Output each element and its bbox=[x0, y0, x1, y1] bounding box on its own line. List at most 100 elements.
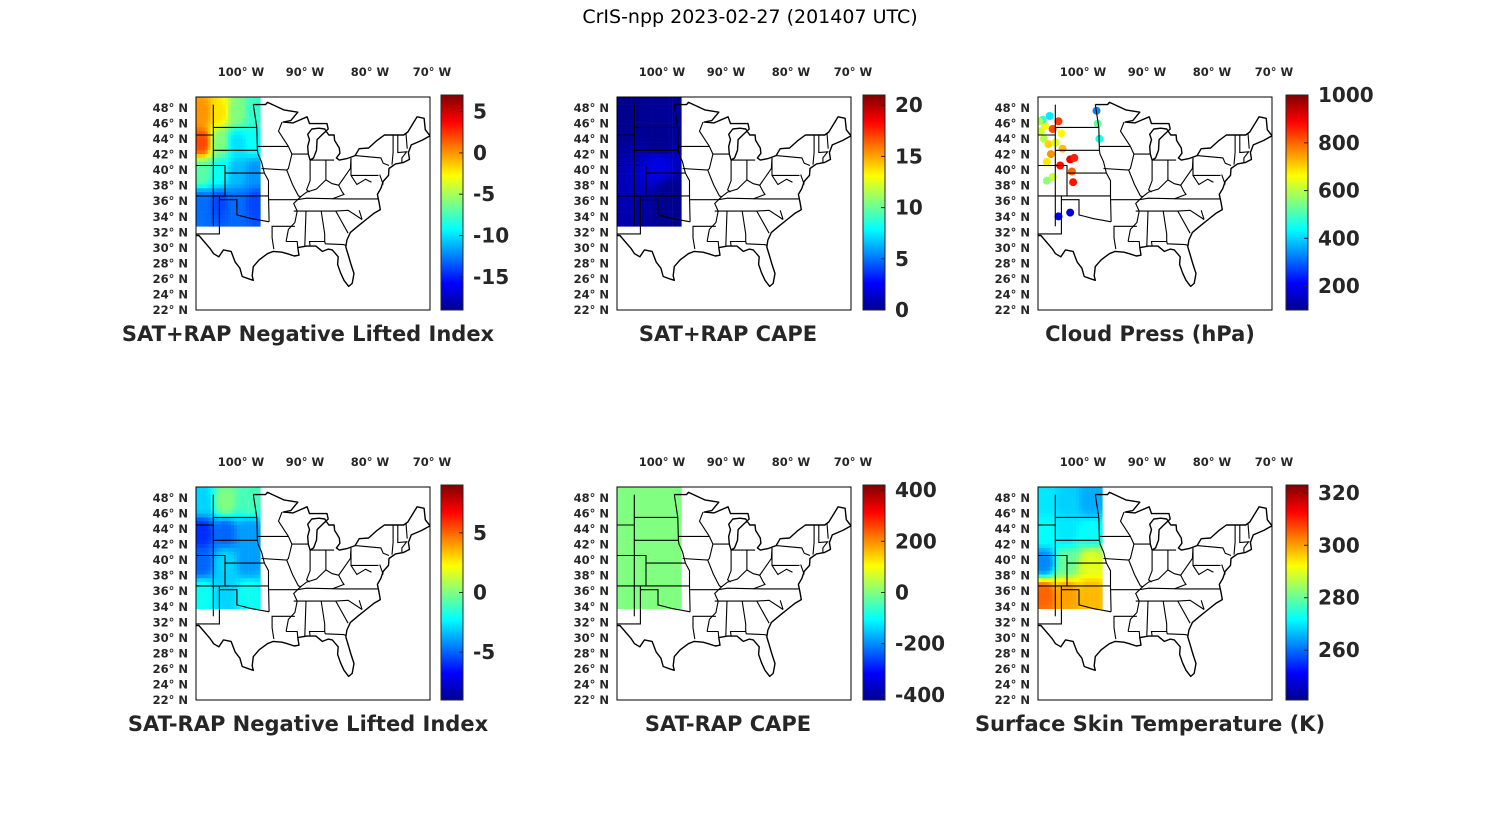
data-cell bbox=[216, 490, 220, 495]
data-cell bbox=[248, 585, 252, 590]
data-cell bbox=[1099, 521, 1103, 526]
data-cell bbox=[222, 547, 226, 552]
data-cell bbox=[248, 578, 252, 583]
data-cell bbox=[669, 97, 673, 102]
data-cell bbox=[634, 199, 638, 204]
colorbar-tick-label: 200 bbox=[895, 529, 937, 553]
data-cell bbox=[242, 184, 246, 189]
data-cell bbox=[198, 108, 203, 113]
data-cell bbox=[663, 601, 667, 606]
data-cell bbox=[1064, 578, 1068, 583]
data-cell bbox=[619, 135, 624, 140]
data-cell bbox=[1099, 498, 1103, 503]
data-cell bbox=[1087, 490, 1091, 495]
data-cell bbox=[660, 169, 665, 174]
data-cell bbox=[219, 119, 223, 124]
data-cell bbox=[663, 119, 667, 124]
data-cell bbox=[617, 173, 621, 178]
data-cell bbox=[1096, 547, 1100, 552]
data-cell bbox=[1038, 532, 1042, 537]
data-cell bbox=[239, 108, 244, 113]
data-cell bbox=[242, 498, 246, 503]
data-cell bbox=[228, 597, 232, 602]
data-cell bbox=[663, 528, 667, 533]
data-cell bbox=[678, 589, 682, 594]
data-cell bbox=[1073, 604, 1077, 609]
data-cell bbox=[1090, 566, 1094, 571]
data-cell bbox=[652, 525, 656, 530]
state-border bbox=[721, 179, 748, 198]
data-cell bbox=[640, 119, 644, 124]
data-cell bbox=[655, 498, 659, 503]
data-cell bbox=[643, 502, 647, 507]
data-cell bbox=[245, 506, 249, 511]
data-cell bbox=[201, 544, 205, 549]
data-cell bbox=[254, 176, 258, 181]
data-cell bbox=[1061, 555, 1065, 560]
data-cell bbox=[1099, 525, 1103, 530]
data-cell bbox=[248, 112, 252, 117]
data-cell bbox=[239, 551, 244, 556]
data-cell bbox=[643, 582, 647, 587]
data-cell bbox=[675, 222, 679, 227]
data-cell bbox=[625, 566, 629, 571]
data-cell bbox=[1081, 544, 1086, 549]
data-cell bbox=[254, 487, 258, 492]
data-cell bbox=[669, 521, 673, 526]
data-cell bbox=[646, 154, 650, 159]
data-cell bbox=[666, 540, 670, 545]
data-cell bbox=[663, 487, 667, 492]
data-cell bbox=[622, 154, 627, 159]
data-cell bbox=[196, 578, 200, 583]
data-cell bbox=[242, 112, 246, 117]
data-cell bbox=[222, 566, 226, 571]
data-cell bbox=[622, 551, 627, 556]
data-cell bbox=[236, 142, 241, 147]
data-cell bbox=[637, 192, 641, 197]
lon-tick-label: 70° W bbox=[1255, 65, 1294, 79]
data-cell bbox=[646, 218, 650, 223]
lat-tick-label: 42° N bbox=[995, 538, 1030, 552]
data-cell bbox=[637, 487, 641, 492]
data-cell bbox=[675, 195, 679, 200]
data-cell bbox=[637, 100, 641, 105]
data-cell bbox=[672, 582, 676, 587]
data-cell bbox=[617, 593, 621, 598]
data-cell bbox=[622, 199, 627, 204]
data-cell bbox=[231, 597, 235, 602]
basemap bbox=[617, 491, 851, 678]
data-cell bbox=[622, 211, 627, 216]
data-cell bbox=[1084, 589, 1088, 594]
data-cell bbox=[660, 188, 665, 193]
data-cell bbox=[1093, 563, 1097, 568]
data-cell bbox=[248, 563, 252, 568]
data-cell bbox=[251, 517, 255, 522]
data-cell bbox=[619, 540, 624, 545]
data-cell bbox=[625, 578, 629, 583]
state-border bbox=[304, 601, 307, 637]
data-cell bbox=[660, 180, 665, 185]
data-cell bbox=[239, 540, 244, 545]
data-cell bbox=[242, 199, 246, 204]
data-cell bbox=[1079, 570, 1083, 575]
data-cell bbox=[207, 142, 211, 147]
data-cell bbox=[239, 559, 244, 564]
data-cell bbox=[666, 551, 670, 556]
data-cell bbox=[1099, 585, 1103, 590]
data-cell bbox=[239, 203, 244, 208]
data-cell bbox=[617, 218, 621, 223]
data-cell bbox=[669, 184, 673, 189]
data-cell bbox=[619, 502, 624, 507]
data-cell bbox=[1046, 578, 1050, 583]
state-border bbox=[707, 630, 720, 638]
data-cell bbox=[617, 119, 621, 124]
data-cell bbox=[669, 601, 673, 606]
data-cell bbox=[257, 116, 261, 121]
data-cell bbox=[251, 604, 255, 609]
data-cell bbox=[257, 487, 261, 492]
data-cell bbox=[634, 498, 638, 503]
data-cell bbox=[640, 604, 644, 609]
data-cell bbox=[242, 570, 246, 575]
data-cell bbox=[622, 180, 627, 185]
colorbar bbox=[1285, 484, 1309, 701]
